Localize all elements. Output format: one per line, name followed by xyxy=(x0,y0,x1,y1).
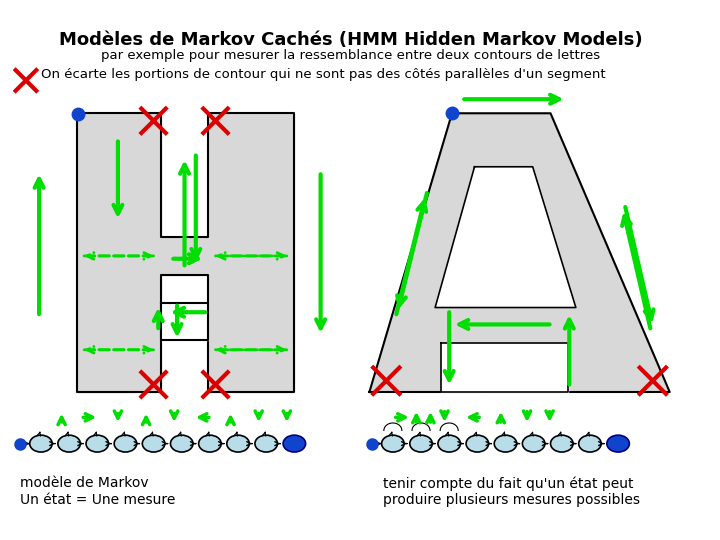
Polygon shape xyxy=(441,343,568,392)
Text: tenir compte du fait qu'un état peut
produire plusieurs mesures possibles: tenir compte du fait qu'un état peut pro… xyxy=(384,476,641,507)
Text: Modèles de Markov Cachés (HMM Hidden Markov Models): Modèles de Markov Cachés (HMM Hidden Mar… xyxy=(59,31,642,49)
Ellipse shape xyxy=(58,435,81,452)
Ellipse shape xyxy=(86,435,109,452)
Ellipse shape xyxy=(283,435,305,452)
Ellipse shape xyxy=(466,435,489,452)
Ellipse shape xyxy=(171,435,193,452)
Ellipse shape xyxy=(410,435,432,452)
Ellipse shape xyxy=(255,435,277,452)
Polygon shape xyxy=(435,167,576,308)
Polygon shape xyxy=(369,113,670,392)
Ellipse shape xyxy=(143,435,165,452)
Ellipse shape xyxy=(199,435,221,452)
Polygon shape xyxy=(76,113,294,392)
Ellipse shape xyxy=(551,435,573,452)
Ellipse shape xyxy=(523,435,545,452)
Ellipse shape xyxy=(227,435,249,452)
Ellipse shape xyxy=(114,435,137,452)
Ellipse shape xyxy=(438,435,460,452)
Ellipse shape xyxy=(494,435,517,452)
Ellipse shape xyxy=(607,435,629,452)
Ellipse shape xyxy=(382,435,404,452)
Text: par exemple pour mesurer la ressemblance entre deux contours de lettres: par exemple pour mesurer la ressemblance… xyxy=(101,49,600,62)
Ellipse shape xyxy=(579,435,601,452)
Polygon shape xyxy=(161,303,208,340)
Text: modèle de Markov
Un état = Une mesure: modèle de Markov Un état = Une mesure xyxy=(20,476,176,507)
Text: On écarte les portions de contour qui ne sont pas des côtés parallèles d'un segm: On écarte les portions de contour qui ne… xyxy=(41,68,606,81)
Ellipse shape xyxy=(30,435,53,452)
